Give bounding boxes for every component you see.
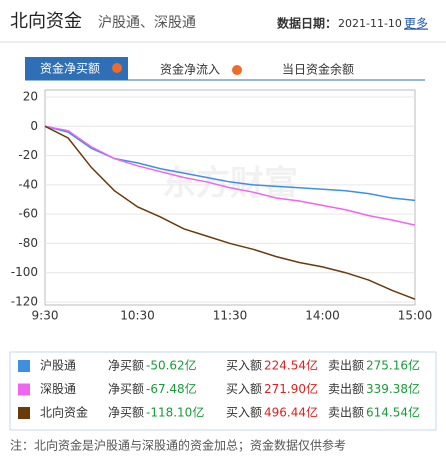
watermark: 东方财富 [162,164,298,204]
legend-name: 沪股通 [40,359,76,373]
legend-swatch [18,407,30,419]
x-tick-label: 14:00 [305,309,340,323]
y-tick-label: -100 [11,265,38,279]
sell-value: 275.16亿 [366,358,420,373]
sell-value: 614.54亿 [366,405,420,420]
sell-label: 卖出额 [328,382,364,396]
help-icon[interactable] [112,63,122,73]
y-tick-label: -60 [18,207,38,221]
x-tick-label: 11:30 [213,309,248,323]
help-icon[interactable] [232,65,242,75]
series-line [44,125,416,300]
y-tick-label: -40 [18,177,38,191]
legend-name: 北向资金 [40,405,88,420]
net-label: 净买额 [108,406,144,420]
tab[interactable]: 资金净买额 [40,61,100,76]
title: 北向资金 [10,11,82,32]
net-label: 净买额 [108,382,144,396]
sell-label: 卖出额 [328,406,364,420]
buy-label: 买入额 [226,359,262,373]
summary-box [9,351,437,431]
net-value: -67.48亿 [146,381,197,396]
y-tick-label: -20 [18,148,38,162]
y-tick-label: 0 [30,119,38,133]
y-tick-label: -80 [18,236,38,250]
buy-value: 271.90亿 [264,381,318,396]
date-label: 数据日期： [277,16,337,31]
buy-label: 买入额 [226,406,262,420]
net-value: -50.62亿 [146,358,197,373]
legend-name: 深股通 [40,382,76,396]
tab[interactable]: 资金净流入 [160,62,220,77]
sell-label: 卖出额 [328,359,364,373]
x-tick-label: 10:30 [120,309,155,323]
plot-frame [44,89,416,306]
x-tick-label: 15:00 [398,309,433,323]
legend-swatch [18,383,30,396]
buy-value: 224.54亿 [264,358,318,373]
buy-value: 496.44亿 [264,405,318,420]
active-tab[interactable] [25,57,128,80]
date: 2021-11-10 [338,17,402,30]
y-tick-label: 20 [23,90,38,104]
net-label: 净买额 [108,359,144,373]
sell-value: 339.38亿 [366,381,420,396]
series-line [44,125,416,226]
note: 注：北向资金是沪股通与深股通的资金加总；资金数据仅供参考 [10,438,346,453]
subtitle: 沪股通、深股通 [98,15,196,31]
legend-swatch [18,360,30,372]
x-tick-label: 9:30 [32,309,59,323]
y-tick-label: -120 [11,295,38,309]
more-link[interactable]: 更多 [404,17,428,31]
tab[interactable]: 当日资金余额 [282,62,354,77]
buy-label: 买入额 [226,382,262,396]
net-value: -118.10亿 [146,405,204,420]
